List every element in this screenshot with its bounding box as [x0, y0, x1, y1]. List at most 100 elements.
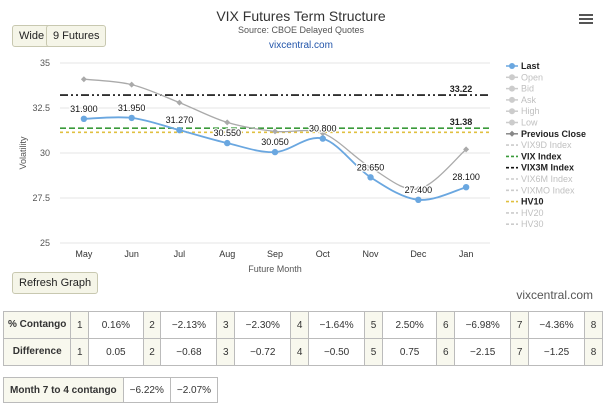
difference-value: −0.68 [160, 338, 218, 366]
month-number: 8 [584, 311, 603, 339]
reference-line-label: 31.38 [450, 117, 473, 127]
contango-value: −1.64% [308, 311, 366, 339]
nine-futures-button[interactable]: 9 Futures [46, 25, 107, 47]
difference-value: −1.25 [527, 338, 586, 366]
data-label: 30.550 [213, 128, 241, 138]
month-contango-table: Month 7 to 4 contango −6.22% −2.07% [3, 377, 219, 403]
previous-close-point [415, 186, 422, 192]
legend-item: VIX Index [521, 151, 562, 161]
chart-subtitle: Source: CBOE Delayed Quotes [238, 25, 365, 35]
legend-symbol [509, 130, 515, 137]
contango-value: −6.98% [454, 311, 512, 339]
x-tick-label: Jan [459, 249, 474, 259]
data-label: 30.800 [309, 124, 337, 134]
month-number: 2 [142, 338, 162, 366]
last-point [415, 196, 422, 203]
month-number: 4 [290, 338, 310, 366]
month-number: 1 [70, 338, 90, 366]
legend-item: HV10 [521, 197, 544, 207]
month-number: 7 [510, 338, 529, 366]
month-number: 7 [510, 311, 529, 339]
legend-symbol [509, 74, 515, 81]
last-point [176, 126, 183, 134]
month-number: 5 [364, 338, 383, 366]
y-tick-label: 30 [40, 148, 50, 158]
data-label: 28.650 [357, 162, 385, 172]
contango-value: 0.16% [88, 311, 144, 339]
last-point [271, 148, 279, 156]
legend-item: VIX9D Index [521, 140, 572, 150]
hamburger-menu-icon[interactable] [579, 12, 593, 26]
legend-item: VIXMO Index [521, 185, 575, 195]
x-axis-label: Future Month [248, 264, 302, 274]
last-point [462, 184, 470, 191]
y-tick-label: 25 [40, 238, 50, 248]
month-contango-label: Month 7 to 4 contango [3, 377, 124, 403]
legend-symbol [509, 108, 515, 115]
data-label: 27.400 [405, 185, 433, 195]
contango-value: −4.36% [527, 311, 586, 339]
legend-item: Bid [521, 84, 534, 94]
legend-item: Last [521, 61, 540, 71]
x-tick-label: Sep [267, 249, 283, 259]
y-tick-label: 35 [40, 58, 50, 68]
x-tick-label: Jul [174, 249, 186, 259]
previous-close-point [128, 81, 135, 88]
y-tick-label: 32.5 [32, 103, 50, 113]
reference-line-label: 33.22 [450, 84, 473, 94]
legend-item: VIX6M Index [521, 174, 573, 184]
previous-close-point [272, 128, 278, 135]
month-number: 3 [216, 338, 236, 366]
month-number: 1 [70, 311, 90, 339]
previous-close-point [80, 76, 87, 83]
legend-item: Open [521, 72, 543, 82]
month-number: 5 [364, 311, 383, 339]
legend-item: High [521, 106, 540, 116]
legend-item: Low [521, 118, 538, 128]
legend-item: Previous Close [521, 129, 586, 139]
difference-value: −2.15 [454, 338, 512, 366]
previous-close-point [224, 119, 231, 126]
month-number: 6 [436, 311, 456, 339]
x-tick-label: Aug [219, 249, 235, 259]
previous-close-point [463, 146, 470, 153]
last-point [224, 139, 231, 147]
contango-row: % Contango 1 0.16% 2 −2.13% 3 −2.30% 4 −… [2, 311, 603, 339]
data-label: 31.950 [118, 103, 146, 113]
month-contango-value: −6.22% [122, 377, 171, 403]
stats-table: % Contango 1 0.16% 2 −2.13% 3 −2.30% 4 −… [2, 311, 603, 366]
contango-value: −2.30% [234, 311, 292, 339]
site-credit: vixcentral.com [516, 288, 593, 302]
x-tick-label: Dec [410, 249, 427, 259]
contango-value: −2.13% [160, 311, 218, 339]
month-number: 2 [142, 311, 162, 339]
x-tick-label: Oct [316, 249, 331, 259]
last-point [128, 114, 135, 122]
difference-value: 0.75 [381, 338, 438, 366]
month-number: 6 [436, 338, 456, 366]
legend-symbol [509, 63, 515, 69]
legend-symbol [509, 119, 515, 126]
difference-value: 0.05 [88, 338, 144, 366]
previous-close-point [367, 164, 374, 171]
difference-value: −0.50 [308, 338, 366, 366]
chart-link: vixcentral.com [269, 40, 333, 51]
legend-item: HV20 [521, 208, 544, 218]
last-point [80, 115, 88, 123]
y-tick-label: 27.5 [32, 193, 50, 203]
month-contango-value: −2.07% [169, 377, 219, 403]
difference-label: Difference [2, 338, 72, 366]
contango-value: 2.50% [381, 311, 438, 339]
month-number: 3 [216, 311, 236, 339]
month-number: 4 [290, 311, 310, 339]
data-label: 31.270 [166, 115, 194, 125]
refresh-graph-button[interactable]: Refresh Graph [12, 272, 99, 294]
y-axis-label: Volatility [18, 136, 28, 170]
last-point [319, 135, 326, 142]
legend-item: VIX3M Index [521, 163, 574, 173]
legend-item: Ask [521, 95, 537, 105]
difference-row: Difference 1 0.05 2 −0.68 3 −0.72 4 −0.5… [2, 338, 603, 366]
legend-item: HV30 [521, 219, 544, 229]
x-tick-label: Jun [124, 249, 139, 259]
